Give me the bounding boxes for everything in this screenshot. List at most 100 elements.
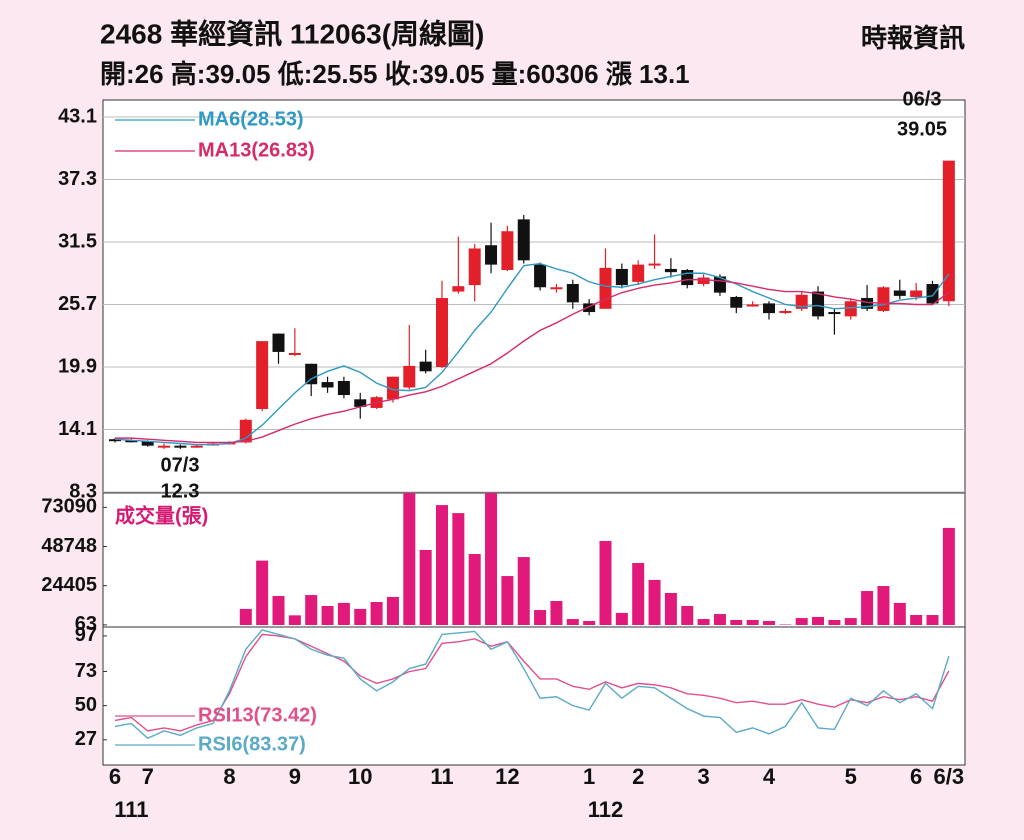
y-tick-label: 73 <box>75 660 97 682</box>
candle-body <box>403 366 415 388</box>
title: 2468 華經資訊 112063(周線圖) <box>100 17 484 49</box>
bar <box>681 606 693 625</box>
bar <box>567 619 579 625</box>
bar <box>632 563 644 625</box>
candle-body <box>322 382 334 387</box>
bar <box>796 618 808 625</box>
candle-body <box>550 287 562 289</box>
candle-body <box>452 286 464 291</box>
candle-body <box>649 264 661 266</box>
candle-body <box>698 278 710 284</box>
legend-label: MA13(26.83) <box>198 139 315 161</box>
candle-body <box>812 292 824 317</box>
x-tick-label: 7 <box>142 764 154 789</box>
y-tick-label: 24405 <box>41 574 97 596</box>
bar <box>730 620 742 625</box>
candle-body <box>747 305 759 307</box>
candle-body <box>665 269 677 272</box>
candle-body <box>828 312 840 314</box>
candle-body <box>289 353 301 355</box>
candle-body <box>845 301 857 316</box>
candle-body <box>420 362 432 372</box>
bar <box>894 603 906 625</box>
bar <box>927 615 939 625</box>
candle-body <box>877 287 889 311</box>
x-tick-label: 5 <box>845 764 857 789</box>
legend-label: RSI6(83.37) <box>198 733 306 755</box>
bar <box>485 490 497 625</box>
x-tick-label: 8 <box>223 764 235 789</box>
x-year-label: 112 <box>588 797 624 822</box>
bar <box>403 490 415 625</box>
candle-body <box>436 298 448 367</box>
bar <box>861 591 873 625</box>
y-tick-label: 14.1 <box>58 418 97 440</box>
candle-body <box>730 297 742 308</box>
y-tick-label: 43.1 <box>58 105 97 127</box>
bar <box>354 609 366 625</box>
annotation-value: 12.3 <box>161 480 200 502</box>
x-tick-label: 11 <box>430 764 453 789</box>
bar <box>240 609 252 625</box>
bar <box>845 618 857 625</box>
bar <box>877 586 889 625</box>
y-tick-label: 19.9 <box>58 355 97 377</box>
y-tick-label: 25.7 <box>58 293 97 315</box>
bar <box>910 615 922 625</box>
candle-body <box>485 245 497 264</box>
source: 時報資訊 <box>861 23 965 53</box>
x-tick-label: 1 <box>583 764 595 789</box>
bar <box>649 580 661 625</box>
x-tick-label: 4 <box>763 764 776 789</box>
x-tick-label: 6/3 <box>934 764 965 789</box>
candle-body <box>534 265 546 288</box>
candle-body <box>616 269 628 285</box>
bar <box>387 597 399 625</box>
x-tick-label: 6 <box>109 764 121 789</box>
bar <box>616 613 628 625</box>
bar <box>534 610 546 625</box>
candle-body <box>600 268 612 309</box>
annotation-value: 39.05 <box>897 118 947 140</box>
candle-body <box>894 290 906 295</box>
bar <box>583 621 595 625</box>
bar <box>289 615 301 625</box>
x-tick-label: 6 <box>910 764 922 789</box>
bar <box>371 602 383 625</box>
candle-body <box>338 381 350 395</box>
bar <box>812 617 824 625</box>
bar <box>828 620 840 625</box>
bar <box>518 557 530 625</box>
candle-body <box>632 265 644 282</box>
candle-body <box>501 231 513 270</box>
annotation-date: 06/3 <box>903 88 942 110</box>
bar <box>501 576 513 625</box>
y-tick-label: 73090 <box>41 496 97 518</box>
candle-body <box>910 290 922 296</box>
bar <box>338 603 350 625</box>
candle-body <box>518 219 530 260</box>
candle-body <box>763 303 775 313</box>
legend-label: MA6(28.53) <box>198 108 304 130</box>
y-tick-label: 48748 <box>41 535 97 557</box>
bar <box>943 528 955 625</box>
x-year-label: 111 <box>114 797 148 822</box>
y-tick-label: 37.3 <box>58 168 97 190</box>
plot-area <box>103 100 965 765</box>
bar <box>747 620 759 625</box>
candle-body <box>305 364 317 384</box>
summary: 開:26 高:39.05 低:25.55 收:39.05 量:60306 漲 1… <box>100 59 690 89</box>
y-tick-label: 50 <box>75 694 97 716</box>
bar <box>763 621 775 625</box>
volume-title: 成交量(張) <box>115 503 208 527</box>
candle-body <box>256 341 268 409</box>
annotation-date: 07/3 <box>161 454 200 476</box>
x-tick-label: 3 <box>697 764 709 789</box>
x-tick-label: 2 <box>632 764 644 789</box>
legend-label: RSI13(73.42) <box>198 704 317 726</box>
candle-body <box>567 284 579 302</box>
y-tick-label: 27 <box>75 728 97 750</box>
x-tick-label: 10 <box>348 764 372 789</box>
y-tick-label: 97 <box>75 624 97 646</box>
